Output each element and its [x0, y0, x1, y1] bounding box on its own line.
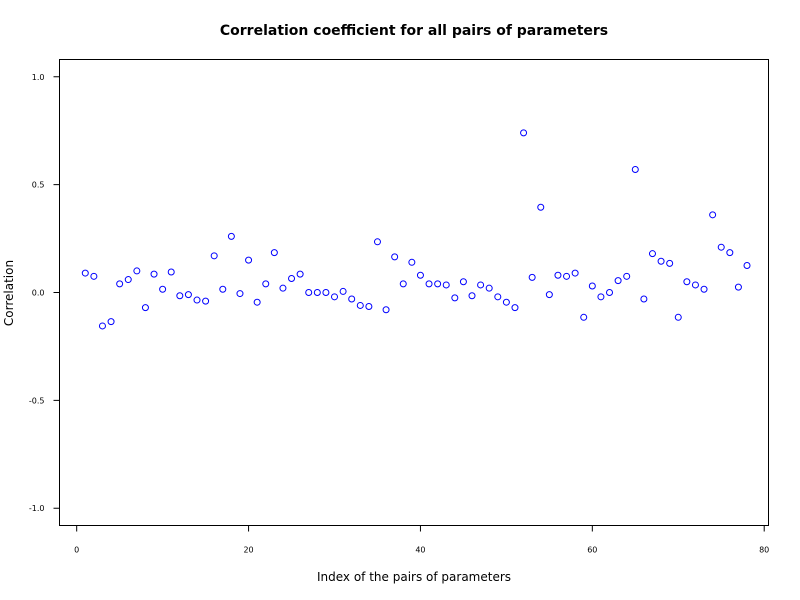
data-point: [691, 281, 699, 289]
data-point: [339, 287, 347, 295]
data-point: [288, 274, 296, 282]
data-point: [253, 298, 261, 306]
y-tick-label: -1.0: [29, 504, 45, 513]
x-tick-label: 0: [74, 546, 79, 555]
data-point: [270, 249, 278, 257]
data-point: [245, 256, 253, 264]
data-point: [141, 304, 149, 312]
x-tick-label: 20: [243, 546, 253, 555]
data-point: [451, 294, 459, 302]
data-point: [348, 295, 356, 303]
data-point: [365, 303, 373, 311]
data-point: [477, 281, 485, 289]
data-point: [356, 301, 364, 309]
data-point: [623, 272, 631, 280]
data-point: [597, 293, 605, 301]
data-point: [520, 129, 528, 137]
data-point: [657, 257, 665, 265]
data-point: [485, 284, 493, 292]
plot-frame: [59, 59, 769, 526]
data-point: [709, 211, 717, 219]
data-point: [219, 285, 227, 293]
data-point: [107, 318, 115, 326]
y-tick-label: 0.5: [32, 181, 45, 190]
data-point: [279, 284, 287, 292]
data-point: [159, 285, 167, 293]
data-point: [116, 280, 124, 288]
chart-title: Correlation coefficient for all pairs of…: [220, 23, 608, 39]
data-point: [210, 252, 218, 260]
data-point: [262, 280, 270, 288]
x-axis-label: Index of the pairs of parameters: [317, 570, 511, 584]
data-point: [167, 268, 175, 276]
data-point: [640, 295, 648, 303]
data-point: [124, 276, 132, 284]
y-tick-label: 1.0: [32, 73, 45, 82]
x-tick-label: 60: [587, 546, 597, 555]
data-point: [502, 298, 510, 306]
data-point: [236, 290, 244, 298]
x-tick-label: 80: [759, 546, 769, 555]
data-point: [631, 166, 639, 174]
data-point: [683, 278, 691, 286]
data-point: [425, 280, 433, 288]
data-point: [382, 306, 390, 314]
data-points: [81, 129, 751, 330]
data-point: [563, 272, 571, 280]
data-point: [571, 269, 579, 277]
data-point: [391, 253, 399, 261]
data-point: [614, 277, 622, 285]
data-point: [322, 289, 330, 296]
data-point: [743, 262, 751, 270]
data-point: [580, 313, 588, 321]
data-point: [726, 249, 734, 257]
data-point: [674, 313, 682, 321]
data-point: [296, 270, 304, 278]
y-axis-label: Correlation: [2, 260, 16, 326]
data-point: [331, 293, 339, 301]
data-point: [588, 282, 596, 290]
data-point: [133, 267, 141, 275]
data-point: [442, 281, 450, 289]
data-point: [408, 258, 416, 266]
data-point: [193, 296, 201, 304]
data-point: [717, 243, 725, 251]
data-point: [416, 271, 424, 279]
data-point: [537, 203, 545, 211]
data-point: [700, 285, 708, 293]
data-point: [494, 293, 502, 301]
data-point: [545, 291, 553, 299]
data-point: [554, 271, 562, 279]
data-point: [666, 259, 674, 267]
y-tick-label: -0.5: [29, 396, 45, 405]
data-point: [81, 269, 89, 277]
data-point: [434, 280, 442, 288]
y-tick-label: 0.0: [32, 289, 45, 298]
data-point: [528, 273, 536, 281]
data-point: [227, 232, 235, 240]
data-point: [90, 272, 98, 280]
data-point: [511, 304, 519, 312]
data-point: [399, 280, 407, 288]
data-point: [313, 289, 321, 296]
data-point: [98, 322, 106, 330]
data-point: [150, 270, 158, 278]
data-point: [468, 292, 476, 300]
y-axis: -1.0 -0.5 0.0 0.5 1.0: [29, 73, 60, 513]
data-point: [459, 278, 467, 286]
data-point: [176, 292, 184, 300]
data-point: [202, 297, 210, 305]
data-point: [606, 289, 614, 296]
data-point: [184, 291, 192, 299]
data-point: [734, 283, 742, 291]
data-point: [373, 238, 381, 246]
data-point: [305, 289, 313, 296]
x-axis: 0 20 40 60 80: [74, 525, 769, 555]
x-tick-label: 40: [415, 546, 425, 555]
data-point: [648, 250, 656, 258]
